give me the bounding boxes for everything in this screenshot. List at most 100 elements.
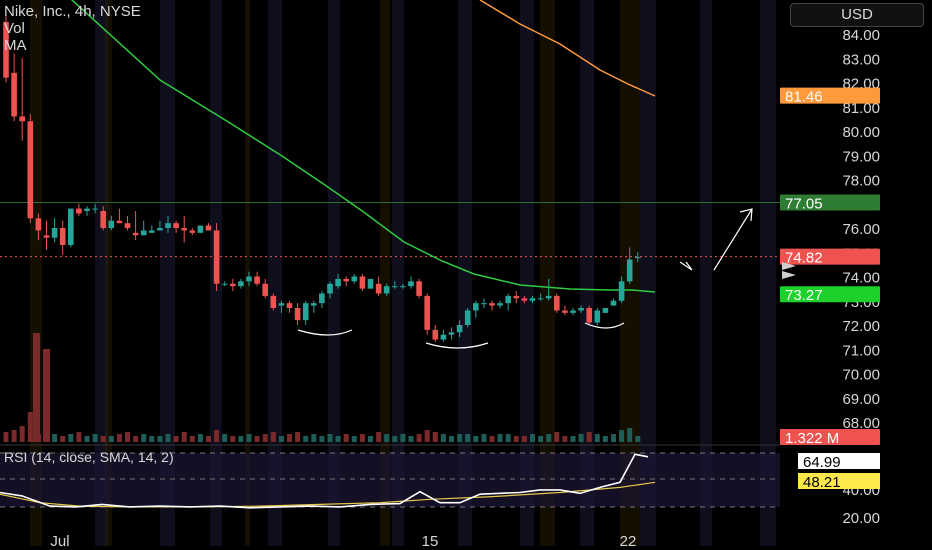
volume-bar [392, 436, 398, 442]
candle-body [578, 308, 584, 311]
candle-body [59, 228, 66, 245]
drawing-arrow-down [679, 261, 693, 271]
volume-bar [3, 432, 9, 442]
candle-body [505, 295, 511, 304]
price-tick-label: 74.00 [842, 270, 880, 287]
volume-bar [125, 432, 130, 442]
candle-body [562, 310, 568, 313]
candle-body [286, 303, 293, 309]
candle-body [302, 303, 309, 321]
candle-body [213, 230, 220, 284]
price-tick-label: 84.00 [842, 27, 880, 44]
price-label-box [780, 429, 880, 445]
candle-body [157, 228, 163, 231]
drawing-arrow-up [713, 208, 753, 271]
volume-bar [319, 436, 325, 442]
price-tick-label: 71.00 [842, 342, 880, 359]
candle-body [100, 211, 106, 228]
volume-bar [635, 436, 641, 442]
candle-body [489, 303, 495, 306]
time-tick-label: Jul [50, 533, 69, 550]
candle-body [375, 283, 382, 294]
pattern-annotation [425, 342, 489, 349]
volume-bar [141, 434, 147, 442]
volume-bar [457, 434, 463, 442]
volume-bar [530, 434, 535, 442]
session-stripe-alt [380, 0, 390, 546]
volume-bar [278, 436, 284, 442]
candle-body [367, 278, 374, 289]
price-tick-label: 83.00 [842, 51, 880, 68]
candle-body [76, 208, 82, 214]
legend-symbol: Nike, Inc., 4h, NYSE [4, 3, 141, 20]
volume-bar [327, 434, 333, 442]
currency-button[interactable]: USD [790, 3, 924, 27]
candle-body [481, 303, 487, 305]
rsi-tick-label: 20.00 [842, 510, 880, 527]
candle-body [416, 281, 422, 296]
candle-body [238, 281, 244, 287]
volume-bar [611, 434, 616, 442]
candle-body [311, 303, 317, 306]
volume-bar [408, 436, 414, 442]
volume-bar [627, 428, 633, 442]
candle-body [400, 286, 406, 288]
candle-body [140, 230, 147, 236]
price-label-text: 81.46 [785, 89, 823, 106]
volume-bar [424, 430, 430, 442]
candle-body [221, 283, 228, 285]
volume-bar [376, 432, 382, 442]
volume-bar [60, 436, 66, 442]
volume-bar [246, 434, 252, 442]
volume-bar [432, 432, 438, 442]
volume-bar [400, 434, 406, 442]
candle-body [319, 293, 325, 304]
price-tick-label: 78.00 [842, 173, 880, 190]
volume-bar [189, 436, 195, 442]
pattern-annotation [584, 322, 625, 329]
candle-body [432, 329, 439, 340]
volume-bar [76, 432, 82, 442]
volume-bar [465, 434, 471, 442]
candle-body [270, 295, 277, 309]
volume-bar [335, 436, 341, 442]
session-stripe-alt [105, 0, 112, 546]
axis-marker [782, 262, 796, 270]
volume-bar [440, 434, 446, 442]
volume-bar [33, 333, 40, 442]
candle-body [3, 21, 9, 78]
candle-body [132, 232, 139, 236]
volume-bar [52, 434, 58, 442]
drawing-arrow-head [739, 208, 753, 222]
volume-bar [619, 430, 625, 442]
volume-bar [384, 434, 390, 442]
candle-body [545, 295, 552, 299]
session-stripe [392, 0, 404, 546]
candle-body [351, 276, 358, 282]
volume-bar [303, 436, 309, 442]
candle-body [570, 310, 576, 313]
volume-bar [214, 430, 220, 442]
rsi-line [0, 453, 649, 509]
volume-bar [562, 436, 568, 442]
price-label-box [780, 87, 880, 104]
candle-body [521, 298, 528, 301]
price-tick-label: 69.00 [842, 391, 880, 408]
candle-body [537, 298, 544, 300]
price-label-text: 77.05 [785, 196, 823, 213]
session-stripe [700, 0, 712, 546]
candle-body [124, 223, 131, 228]
candle-body [635, 257, 641, 259]
candle-body [554, 295, 560, 311]
session-stripe [580, 0, 594, 546]
price-tick-label: 81.00 [842, 100, 880, 117]
volume-bar [206, 436, 211, 442]
candle-body [262, 283, 268, 296]
volume-bar [165, 434, 171, 442]
rsi-legend: RSI (14, close, SMA, 14, 2) [4, 449, 174, 465]
rsi-label-text: 48.21 [803, 474, 841, 491]
volume-bar [270, 432, 276, 442]
volume-bar [157, 436, 163, 442]
volume-bar [11, 430, 17, 442]
